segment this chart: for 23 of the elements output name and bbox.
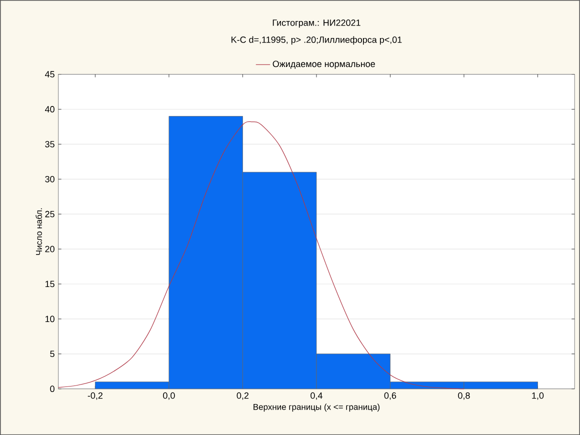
y-tick-label: 45 [45, 71, 54, 78]
line-series [58, 121, 464, 390]
y-tick-label: 5 [50, 350, 54, 357]
y-tick-label: 40 [45, 106, 54, 112]
y-tick-label: 15 [45, 280, 54, 288]
legend-label: Ожидаемое нормальное [272, 60, 375, 69]
y-tick-label: 0 [50, 386, 54, 392]
x-tick-label: 0,6 [384, 392, 396, 400]
y-tick-label: 20 [45, 246, 54, 252]
y-tick-label: 10 [45, 316, 54, 322]
y-tick-label: 25 [45, 210, 54, 218]
x-tick-label: 0,8 [458, 392, 470, 400]
x-tick-label: 0,0 [163, 392, 175, 400]
x-tick-label: -0,2 [88, 392, 102, 400]
chart-subtitle: K-C d=,11995, p> .20;Лиллиефорса p<,01 [232, 36, 402, 45]
x-tick-label: 0,4 [310, 392, 322, 400]
y-tick-label: 35 [45, 140, 54, 148]
x-axis-title: Верхние границы (x <= граница) [254, 404, 380, 412]
x-tick-label: 1,0 [532, 392, 544, 400]
y-tick-label: 30 [45, 176, 54, 182]
x-tick-label: 0,2 [236, 392, 249, 400]
chart-title: Гистограм.: НИ22021 [272, 19, 360, 28]
y-axis-title: Число набл. [36, 208, 42, 255]
